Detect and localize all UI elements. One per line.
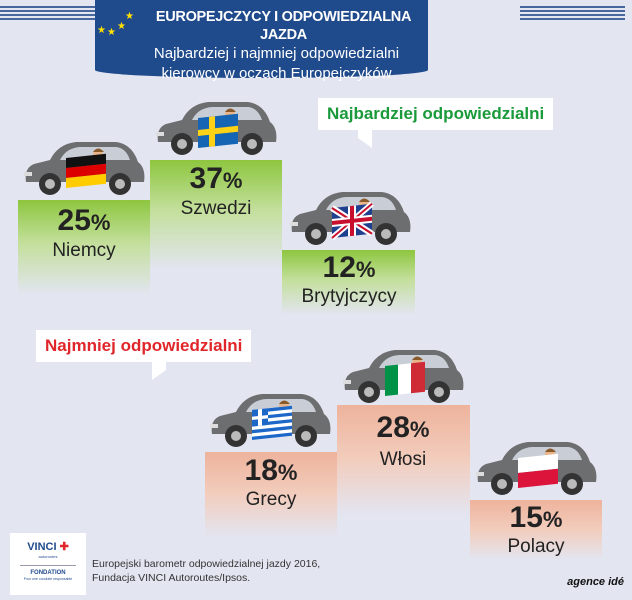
label-poland: Polacy [507, 536, 565, 557]
label-germany: Niemcy [52, 240, 116, 261]
flag-icon [252, 405, 292, 441]
logo-brand: VINCI [27, 541, 57, 553]
flag-icon [518, 453, 558, 488]
logo-fondation: FONDATION [30, 570, 66, 576]
podium-uk [282, 250, 415, 315]
logo-tagline: Pour une conduite responsable [23, 577, 73, 581]
subtitle-line-1: Najbardziej i najmniej odpowiedzialni [153, 45, 400, 62]
source-line-2: Fundacja VINCI Autoroutes/Ipsos. [92, 572, 251, 584]
value-sweden: 37% [189, 162, 243, 195]
subtitle-line-2: kierowcy w oczach Europejczyków [161, 65, 392, 82]
star-icon: ★ [117, 21, 126, 32]
source-note: Europejski barometr odpowiedzialnej jazd… [92, 557, 320, 585]
car-poland-icon [472, 438, 600, 500]
label-greece: Grecy [245, 489, 297, 510]
label-uk: Brytyjczycy [301, 286, 397, 307]
decor-stripes-right [520, 6, 625, 22]
flag-icon [330, 201, 374, 241]
title-banner: ★ ★ ★ ★ EUROPEJCZYCY I ODPOWIEDZIALNA JA… [95, 0, 428, 82]
value-poland: 15% [509, 501, 563, 534]
source-line-1: Europejski barometr odpowiedzialnej jazd… [92, 558, 321, 570]
agency-logo: agence idé [567, 576, 624, 588]
car-sweden-icon [152, 98, 280, 160]
flag-icon [66, 153, 106, 188]
star-icon: ★ [97, 25, 106, 36]
label-italy: Włosi [379, 449, 427, 470]
podium-sweden [150, 160, 282, 270]
least-responsible-callout: Najmniej odpowiedzialni [36, 330, 252, 380]
label-sweden: Szwedzi [180, 198, 252, 219]
logo-sub: autoroutes [38, 554, 58, 559]
podium-italy [337, 405, 470, 515]
star-icon: ★ [125, 11, 134, 22]
most-responsible-callout: Najbardziej odpowiedzialni [318, 98, 554, 148]
car-germany-icon [20, 138, 148, 200]
value-uk: 12% [322, 251, 376, 284]
decor-stripes-left [0, 6, 105, 22]
value-greece: 18% [244, 454, 298, 487]
car-italy-icon [339, 346, 467, 408]
podium-poland [470, 500, 602, 560]
podium-greece [205, 452, 337, 537]
car-uk-icon [286, 188, 414, 250]
flag-icon [198, 113, 238, 148]
vinci-fondation-logo: VINCI ✚ autoroutes FONDATION Pour une co… [10, 533, 86, 595]
value-germany: 25% [57, 204, 111, 237]
car-greece-icon [206, 390, 334, 452]
value-italy: 28% [376, 411, 430, 444]
page-title: EUROPEJCZYCY I ODPOWIEDZIALNA JAZDA [155, 9, 412, 43]
flag-icon [385, 361, 425, 396]
star-icon: ★ [107, 27, 116, 38]
podium-germany [18, 200, 150, 295]
